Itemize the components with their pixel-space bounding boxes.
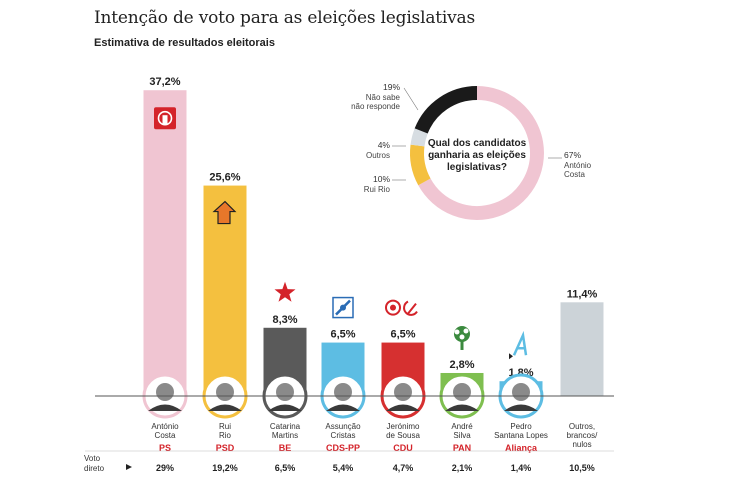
donut-slice bbox=[418, 86, 544, 220]
candidate-name: Rui bbox=[219, 422, 231, 431]
candidate-name: Outros, bbox=[569, 422, 595, 431]
tree-icon bbox=[454, 325, 470, 350]
a-letter-icon bbox=[509, 330, 528, 360]
donut-slice bbox=[414, 86, 478, 134]
candidate-name: Silva bbox=[453, 431, 471, 440]
donut-slice-label: António bbox=[564, 161, 592, 170]
arrow-icon bbox=[212, 200, 237, 225]
party-label: CDS-PP bbox=[326, 443, 360, 453]
diamond-icon bbox=[332, 296, 354, 319]
donut-question: ganharia as eleições bbox=[428, 150, 526, 161]
value-label: 2,8% bbox=[449, 359, 474, 371]
donut-pct-label: 4% bbox=[378, 140, 391, 150]
donut-question: legislativas? bbox=[447, 162, 507, 173]
donut-pct-label: 10% bbox=[373, 174, 390, 184]
party-label: BE bbox=[279, 443, 292, 453]
leader-line bbox=[403, 87, 419, 111]
direct-vote-value: 29% bbox=[156, 463, 174, 473]
value-label: 37,2% bbox=[149, 76, 180, 88]
candidate-name: Catarina bbox=[270, 422, 301, 431]
candidate-name: Santana Lopes bbox=[494, 431, 548, 440]
candidate-name: Pedro bbox=[510, 422, 532, 431]
donut-slice-label: Outros bbox=[366, 151, 390, 160]
chart-subtitle: Estimativa de resultados eleitorais bbox=[94, 37, 275, 49]
party-label: PSD bbox=[216, 443, 235, 453]
party-label: PAN bbox=[453, 443, 471, 453]
donut-slice-label: Rui Rio bbox=[364, 185, 391, 194]
candidate-name: André bbox=[451, 422, 473, 431]
direct-vote-value: 2,1% bbox=[452, 463, 473, 473]
chart-title: Intenção de voto para as eleições legisl… bbox=[94, 8, 475, 28]
direct-vote-label-1: Voto bbox=[84, 454, 101, 463]
direct-vote-label-2: direto bbox=[84, 464, 105, 473]
candidate-name: António bbox=[151, 422, 179, 431]
donut-pct-label: 19% bbox=[383, 82, 400, 92]
direct-vote-value: 1,4% bbox=[511, 463, 532, 473]
direct-vote-value: 10,5% bbox=[569, 463, 595, 473]
value-label: 25,6% bbox=[209, 172, 240, 184]
party-label: PS bbox=[159, 443, 171, 453]
donut-pct-label: 67% bbox=[564, 150, 581, 160]
value-label: 6,5% bbox=[390, 329, 415, 341]
direct-vote-value: 19,2% bbox=[212, 463, 238, 473]
donut-slice bbox=[410, 144, 431, 186]
value-label: 11,4% bbox=[567, 288, 598, 300]
candidate-name: nulos bbox=[572, 440, 591, 449]
direct-vote-value: 5,4% bbox=[333, 463, 354, 473]
bar-ps bbox=[143, 90, 187, 396]
candidate-name: Assunção bbox=[325, 422, 361, 431]
candidate-name: Costa bbox=[155, 431, 176, 440]
donut-slice bbox=[410, 128, 428, 147]
donut-question: Qual dos candidatos bbox=[428, 138, 527, 149]
party-label: CDU bbox=[393, 443, 413, 453]
hammer-sickle-icon bbox=[385, 299, 418, 316]
direct-vote-value: 4,7% bbox=[393, 463, 414, 473]
candidate-name: Martins bbox=[272, 431, 298, 440]
candidate-name: brancos/ bbox=[567, 431, 598, 440]
bar-outros bbox=[560, 302, 604, 396]
candidate-name: de Sousa bbox=[386, 431, 420, 440]
candidate-name: Cristas bbox=[331, 431, 356, 440]
value-label: 8,3% bbox=[272, 314, 297, 326]
direct-vote-value: 6,5% bbox=[275, 463, 296, 473]
donut-slice-label: Costa bbox=[564, 170, 585, 179]
donut-slice-label: Não sabe bbox=[366, 93, 401, 102]
party-label: Aliança bbox=[505, 443, 538, 453]
fist-rose-icon bbox=[154, 107, 176, 130]
candidate-name: Jerónimo bbox=[387, 422, 420, 431]
star-icon bbox=[274, 281, 296, 302]
value-label: 6,5% bbox=[330, 329, 355, 341]
candidate-name: Rio bbox=[219, 431, 232, 440]
donut-slice-label: não responde bbox=[351, 102, 400, 111]
direct-vote-arrow-icon bbox=[126, 464, 132, 470]
